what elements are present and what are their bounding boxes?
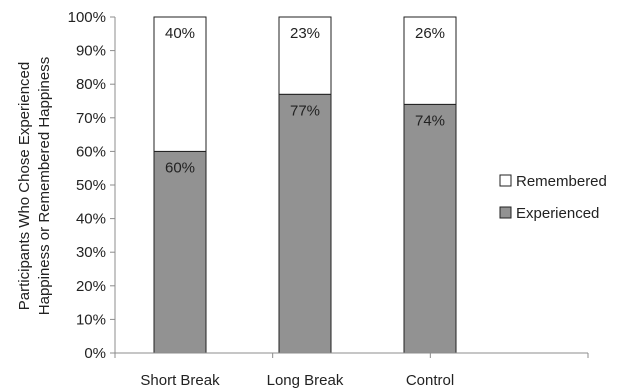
legend-label-experienced: Experienced	[516, 205, 599, 222]
y-tick-label: 50%	[76, 177, 106, 194]
bars: 60% 40% 77% 23% 74% 26%	[153, 16, 457, 354]
legend-swatch-remembered	[499, 174, 512, 187]
y-tick-label: 90%	[76, 43, 106, 60]
data-label-experienced-2: 77%	[290, 102, 320, 119]
y-tick-label: 60%	[76, 143, 106, 160]
bar-remembered-3	[403, 16, 457, 105]
legend-swatch-experienced	[499, 206, 512, 219]
data-label-remembered-3: 26%	[415, 25, 445, 42]
y-tick-label: 40%	[76, 211, 106, 228]
y-tick-label: 10%	[76, 311, 106, 328]
axes	[114, 17, 589, 358]
data-label-remembered-2: 23%	[290, 25, 320, 42]
y-tick-label: 20%	[76, 278, 106, 295]
bar-experienced-2	[278, 93, 332, 354]
y-tick-label: 70%	[76, 110, 106, 127]
data-label-remembered-1: 40%	[165, 25, 195, 42]
x-category-label: Long Break	[267, 372, 344, 389]
bar-experienced-1	[153, 150, 207, 354]
x-category-label: Control	[406, 372, 454, 389]
y-tick-label: 100%	[68, 9, 106, 26]
y-tick-label: 80%	[76, 76, 106, 93]
x-axis-labels: Short Break Long Break Control	[140, 372, 454, 389]
y-tick-label: 0%	[84, 345, 106, 362]
y-axis-ticks: 0% 10% 20% 30% 40% 50% 60% 70% 80% 90% 100%	[68, 9, 115, 362]
bar-experienced-3	[403, 103, 457, 354]
data-label-experienced-3: 74%	[415, 112, 445, 129]
y-tick-label: 30%	[76, 244, 106, 261]
y-axis-label-line-2: Happiness or Remembered Happiness	[36, 57, 53, 315]
y-axis-label-line-1: Participants Who Chose Experienced	[16, 62, 33, 310]
y-axis-label: Participants Who Chose Experienced Happi…	[16, 57, 53, 315]
data-label-experienced-1: 60%	[165, 159, 195, 176]
bar-remembered-1	[153, 16, 207, 152]
bar-remembered-2	[278, 16, 332, 95]
legend: Remembered Experienced	[499, 173, 607, 222]
legend-label-remembered: Remembered	[516, 173, 607, 190]
x-category-label: Short Break	[140, 372, 220, 389]
